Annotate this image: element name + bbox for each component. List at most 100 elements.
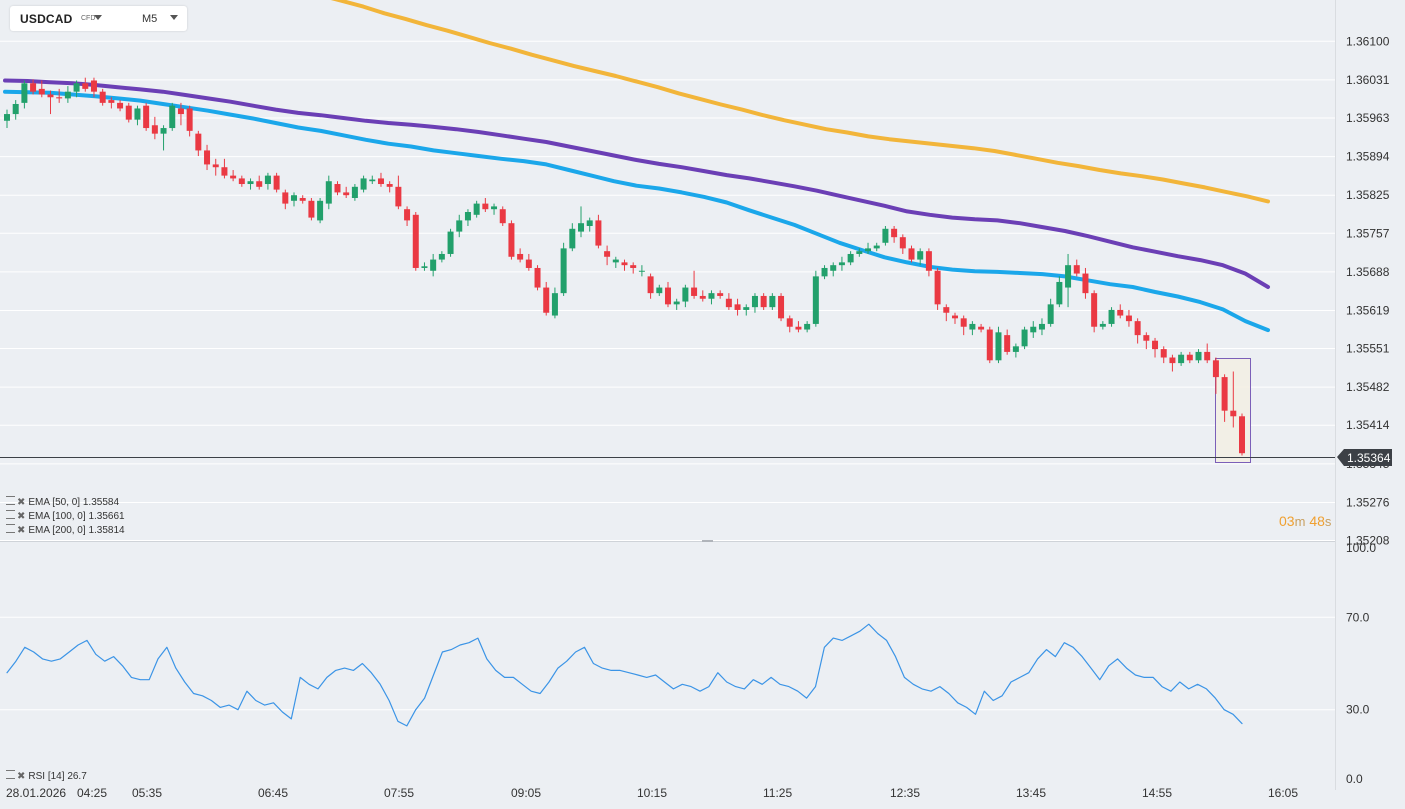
candle [830,262,837,277]
candle [1169,354,1176,372]
candle [212,158,219,176]
candle [117,100,124,112]
candle [1091,290,1098,333]
candle [1125,309,1132,327]
timeframe-value[interactable]: M5 [142,13,158,25]
candle [134,105,141,126]
ema50-path [3,89,1270,333]
candle [943,304,950,322]
candle [917,248,924,266]
candle [1038,318,1045,336]
candle [1004,329,1011,355]
rsi-axis: 100.0 70.0 30.0 0.0 [1346,541,1376,786]
legend-ema-50[interactable]: ✖ EMA [50, 0] 1.35584 [6,496,119,508]
settings-icon[interactable] [6,770,15,779]
candle [786,315,793,333]
candle [1073,259,1080,277]
candle [604,245,611,266]
candle [838,256,845,271]
candle [360,175,367,193]
candle [586,217,593,232]
time-tick-label: 14:55 [1142,786,1172,800]
candle [1134,318,1141,344]
candle [1030,321,1037,338]
ema200-path [330,0,1270,204]
candle [578,206,585,238]
price-tick-label: 1.35963 [1346,111,1390,125]
candle [238,175,245,187]
candle [647,273,654,299]
candle [317,198,324,224]
ema-100-line [3,78,1270,289]
candle [865,242,872,254]
price-tick-label: 1.35551 [1346,342,1390,356]
candle [682,284,689,308]
candle [64,86,71,103]
timeframe-dropdown-icon[interactable] [170,15,178,20]
close-icon[interactable]: ✖ [17,511,26,522]
candle [151,116,158,140]
candle [273,172,280,193]
candle [856,248,863,257]
close-icon[interactable]: ✖ [17,497,26,508]
current-price-label: 1.35364 [1337,449,1392,466]
close-icon[interactable]: ✖ [17,525,26,536]
candle [351,184,358,201]
ema-50-line [3,89,1270,333]
legend-ema-200[interactable]: ✖ EMA [200, 0] 1.35814 [6,524,125,536]
candle [369,175,376,185]
legend-ema-50-label: EMA [50, 0] [28,497,81,508]
candle [325,175,332,210]
settings-icon[interactable] [6,496,15,505]
candle [1195,349,1202,364]
candle [1056,276,1063,308]
legend-ema-100[interactable]: ✖ EMA [100, 0] 1.35661 [6,510,125,522]
candle [691,270,698,299]
legend-ema-50-value: 1.35584 [82,497,120,508]
pane-resize-handle[interactable] [702,540,713,542]
ema-200-line [330,0,1270,204]
candle [534,265,541,291]
settings-icon[interactable] [6,510,15,519]
candle [978,323,985,333]
symbol-selector[interactable]: USDCAD CFD M5 [10,6,187,31]
candle [1221,374,1228,422]
candle [47,90,54,115]
countdown-seconds: 48 [1309,513,1325,529]
symbol-dropdown-icon[interactable] [94,15,102,20]
price-grid [0,40,1335,542]
legend-ema-200-value: 1.35814 [88,525,125,536]
candle [769,293,776,310]
candle [508,220,515,260]
candle [1178,351,1185,366]
candle [464,209,471,226]
candle [430,253,437,277]
candle [1212,357,1219,394]
price-tick-label: 1.36100 [1346,34,1390,48]
time-tick-label: 10:15 [637,786,667,800]
candle [125,102,132,123]
candle [1047,298,1054,327]
candle [621,259,628,271]
price-tick-label: 1.35482 [1346,380,1390,394]
candle [404,206,411,226]
rsi-grid [0,616,1335,711]
candle [1160,346,1167,364]
candle [395,175,402,210]
candle [1204,343,1211,364]
price-tick-label: 1.35825 [1346,188,1390,202]
time-tick-label: 13:45 [1016,786,1046,800]
time-tick-label: 05:35 [132,786,162,800]
price-tick-label: 1.35688 [1346,265,1390,279]
legend-rsi[interactable]: ✖ RSI [14] 26.7 [6,770,87,782]
candle [160,125,167,151]
countdown-sec-unit: s [1324,514,1332,529]
candle [969,321,976,336]
close-icon[interactable]: ✖ [17,771,26,782]
price-axis: 1.36100 1.36031 1.35963 1.35894 1.35825 1.357… [1346,34,1390,547]
candle [386,181,393,193]
time-tick-label: 16:05 [1268,786,1298,800]
settings-icon[interactable] [6,524,15,533]
candle [230,170,237,182]
